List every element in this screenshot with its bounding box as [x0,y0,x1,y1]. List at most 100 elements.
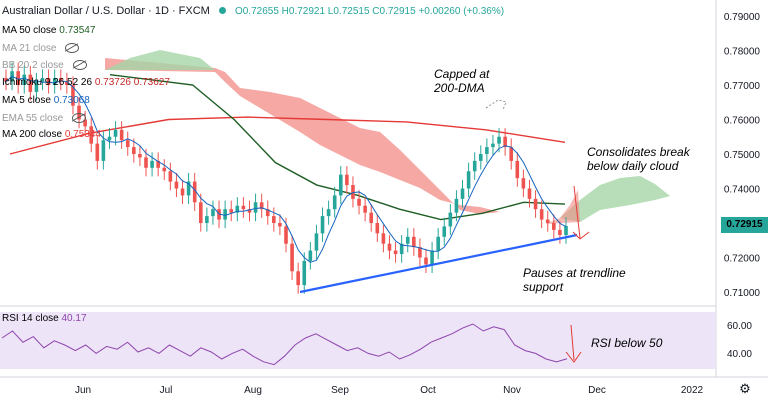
x-tick-label: Nov [503,385,521,396]
x-tick-label: Oct [420,385,436,396]
candle-body [150,160,154,168]
candle-body [539,209,544,220]
y-tick-label: 0.75000 [724,150,761,161]
settings-gear-icon[interactable]: ⚙ [739,381,751,396]
candle-body [138,154,142,158]
candle-body [326,209,331,217]
candle-body [412,236,416,248]
candle-body [399,243,404,255]
candle-body [363,205,367,213]
candle-body [198,202,203,223]
candle-body [278,223,282,227]
candle-body [497,136,501,144]
candle-body [308,250,313,261]
indicator-label: MA 50 close [2,25,57,36]
y-tick-label: 0.72000 [724,254,761,265]
rsi-line [1,323,568,366]
candle-body [296,271,300,286]
indicator-ma200[interactable]: MA 200 close 0.75344 [2,128,101,141]
candle-body [509,147,514,161]
annotation-capped: Capped at 200-DMA [434,67,490,95]
candle-body [485,147,489,154]
candle-body [235,205,240,213]
hidden-eye-icon[interactable] [65,43,80,54]
candle-body [253,202,258,213]
indicator-label: BB 20 2 close [2,60,64,71]
down-arrow-price [572,185,590,240]
candle-body [229,209,234,213]
last-price-tag: 0.72915 [721,217,768,233]
indicator-rsi[interactable]: RSI 14 close 40.17 [2,312,87,325]
candle-body [466,171,471,189]
x-tick-label: 2022 [681,385,704,396]
candle-body [491,143,495,148]
ichimoku-cloud-green [560,176,670,222]
candle-body [272,216,276,223]
candle-body [192,181,197,203]
indicator-ichimoku[interactable]: Ichimoku 9 26 52 26 0.73726 0.73627 [2,76,170,89]
hidden-eye-icon[interactable] [72,60,87,71]
indicator-ma5[interactable]: MA 5 close 0.73068 [2,94,90,107]
x-tick-label: Jul [160,385,173,396]
down-arrow-rsi [565,324,582,363]
indicator-ma50[interactable]: MA 50 close 0.73547 [2,24,95,37]
status-dot-icon [218,7,226,14]
x-tick-label: Aug [244,385,262,396]
indicator-label: EMA 55 close [2,113,64,124]
candle-body [211,209,215,217]
candle-body [387,243,392,251]
y-tick-label: 0.71000 [724,288,761,299]
indicator-ema55[interactable]: EMA 55 close [2,112,86,125]
x-tick-label: Dec [588,385,606,396]
candle-body [132,147,136,154]
hidden-eye-icon[interactable] [71,113,86,124]
candle-body [119,129,124,141]
candle-body [168,171,173,182]
candle-body [205,216,209,223]
candle-body [405,236,410,244]
candle-body [460,188,465,199]
indicator-label: MA 5 close [2,95,51,106]
ichimoku-cloud-red [105,58,500,214]
candle-body [71,85,75,106]
candle-body [503,136,507,148]
candle-body [351,185,355,199]
candle-body [284,226,288,244]
candle-body [28,74,33,92]
candle-body [83,119,87,127]
candle-body [393,250,398,255]
annotation-pauses: Pauses at trendline support [523,266,626,294]
candle-body [52,78,57,85]
indicator-bb[interactable]: BB 20 2 close [2,59,87,72]
candle-body [22,74,27,85]
candle-body [180,188,185,196]
indicator-ma21[interactable]: MA 21 close [2,42,80,55]
candle-body [95,143,100,161]
indicator-value: 0.73726 0.73627 [94,77,170,88]
y-tick-label: 0.74000 [724,185,761,196]
candle-body [290,243,294,272]
x-tick-label: Sep [331,385,349,396]
y-tick-label: 0.79000 [724,12,761,23]
candle-body [338,174,343,196]
candle-body [357,198,361,206]
candle-body [345,174,349,186]
candle-body [478,154,483,161]
ma50-line [109,73,566,221]
symbol-title[interactable]: Australian Dollar / U.S. Dollar · 1D · F… [2,5,210,17]
candle-body [521,178,526,189]
y-tick-label: 0.77000 [724,81,761,92]
indicator-label: MA 21 close [2,43,57,54]
candle-body [107,136,112,141]
candle-body [436,236,440,251]
candle-body [430,250,434,265]
annotation-consolidates: Consolidates break below daily cloud [587,145,690,173]
candle-body [144,157,148,168]
candle-body [552,223,556,230]
candle-body [241,205,246,210]
candle-body [162,167,167,172]
rsi-tick-label: 60.00 [727,321,752,332]
candle-body [89,126,94,144]
candle-body [156,160,160,168]
